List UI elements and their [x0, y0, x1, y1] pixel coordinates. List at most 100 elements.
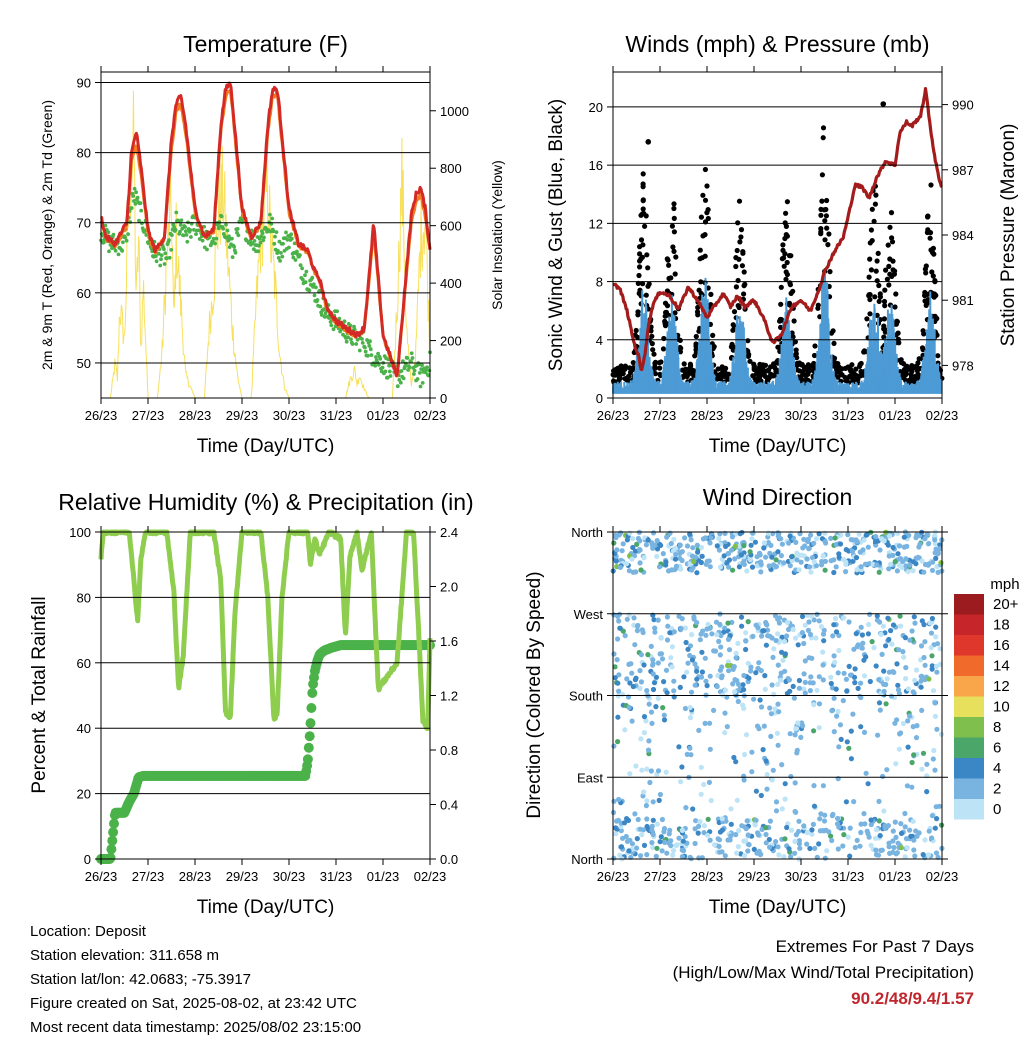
gust-point — [735, 220, 741, 226]
wind-direction-point — [831, 557, 837, 563]
gust-point — [822, 218, 828, 224]
wind-direction-point — [759, 633, 765, 639]
wind-direction-point — [653, 674, 660, 680]
wind-direction-point — [708, 535, 714, 541]
wind-direction-point — [727, 837, 733, 843]
dewpoint-point — [244, 238, 249, 243]
wind-direction-point — [758, 569, 764, 575]
wind-direction-point — [852, 680, 858, 686]
gust-point — [908, 371, 914, 378]
gust-point — [698, 214, 705, 220]
wind-direction-point — [637, 826, 643, 832]
speed-legend-label: 18 — [993, 617, 1010, 634]
wind-direction-point — [746, 675, 752, 681]
wind-direction-point — [749, 564, 756, 570]
wind-direction-point — [651, 680, 658, 686]
wind-direction-point — [622, 727, 628, 733]
y2-tick-label: 0.8 — [440, 743, 458, 758]
wind-direction-point — [846, 663, 852, 670]
speed-legend-title: mph — [990, 576, 1019, 593]
wind-direction-point — [659, 656, 666, 662]
wind-direction-point — [790, 626, 796, 633]
wind-direction-point — [893, 834, 899, 841]
wind-direction-point — [655, 660, 661, 666]
wind-direction-point — [922, 639, 928, 645]
wind-direction-point — [632, 548, 639, 554]
wind-direction-point — [626, 661, 632, 668]
gust-point — [915, 371, 921, 377]
wind-direction-point — [876, 569, 882, 575]
dewpoint-point — [418, 384, 423, 389]
wind-direction-point — [712, 648, 719, 654]
dewpoint-point — [287, 245, 291, 250]
wind-direction-point — [928, 645, 934, 651]
dewpoint-point — [319, 313, 324, 317]
wind-direction-point — [661, 712, 667, 718]
gust-point — [871, 218, 877, 224]
wind-direction-point — [717, 652, 723, 658]
wind-direction-point — [793, 726, 799, 732]
direction-tick-label: North — [571, 852, 603, 867]
gust-point — [643, 213, 649, 219]
gust-point — [702, 166, 709, 173]
wind-direction-point — [743, 646, 749, 653]
gust-point — [681, 361, 687, 367]
wind-direction-point — [679, 847, 685, 853]
wind-direction-point — [722, 853, 728, 859]
gust-point — [872, 201, 879, 207]
gust-point — [686, 366, 693, 372]
gust-point — [802, 377, 809, 383]
dewpoint-point — [176, 219, 181, 224]
wind-direction-point — [806, 546, 812, 552]
gust-point — [741, 283, 747, 289]
wind-direction-point — [816, 618, 822, 624]
gust-point — [671, 201, 677, 207]
wind-direction-point — [904, 783, 911, 789]
gust-point — [735, 277, 741, 284]
wind-direction-point — [843, 676, 850, 682]
wind-direction-point — [708, 797, 714, 804]
wind-direction-point — [843, 569, 849, 575]
wind-direction-point — [747, 549, 753, 555]
wind-direction-point — [678, 779, 684, 785]
wind-direction-point — [867, 678, 873, 685]
wind-direction-point — [775, 742, 781, 748]
y2-tick-label: 1000 — [440, 104, 469, 119]
wind-direction-point — [864, 532, 870, 538]
wind-direction-point — [891, 844, 897, 851]
gust-point — [929, 269, 935, 275]
wind-direction-point — [762, 686, 768, 692]
wind-direction-point — [835, 670, 841, 676]
gust-point — [812, 343, 818, 349]
wind-direction-point — [685, 660, 691, 666]
wind-direction-point — [828, 680, 834, 687]
gust-point — [711, 344, 717, 350]
gust-point — [784, 271, 791, 278]
dewpoint-point — [271, 229, 276, 234]
y2-tick-label: 987 — [952, 163, 974, 178]
wind-direction-point — [909, 759, 915, 766]
wind-direction-point — [732, 677, 738, 683]
wind-direction-point — [738, 614, 745, 620]
dewpoint-point — [258, 240, 263, 245]
x-tick-label: 02/23 — [414, 408, 447, 423]
wind-direction-point — [922, 662, 928, 668]
gust-point — [627, 365, 633, 371]
x-tick-label: 28/23 — [691, 869, 724, 884]
wind-direction-point — [724, 560, 730, 566]
y-tick-label: 12 — [589, 216, 603, 231]
gust-point — [868, 227, 875, 233]
wind-direction-point — [643, 542, 650, 548]
wind-direction-point — [641, 789, 647, 795]
gust-point — [887, 224, 893, 230]
wind-direction-point — [613, 825, 619, 831]
wind-direction-point — [765, 534, 771, 540]
wind-direction-point — [654, 553, 660, 560]
dewpoint-point — [293, 258, 298, 262]
wind-direction-point — [751, 696, 757, 702]
dewpoint-point — [363, 345, 367, 350]
wind-direction-point — [645, 537, 651, 543]
wind-direction-point — [694, 676, 700, 682]
gust-point — [892, 304, 898, 310]
